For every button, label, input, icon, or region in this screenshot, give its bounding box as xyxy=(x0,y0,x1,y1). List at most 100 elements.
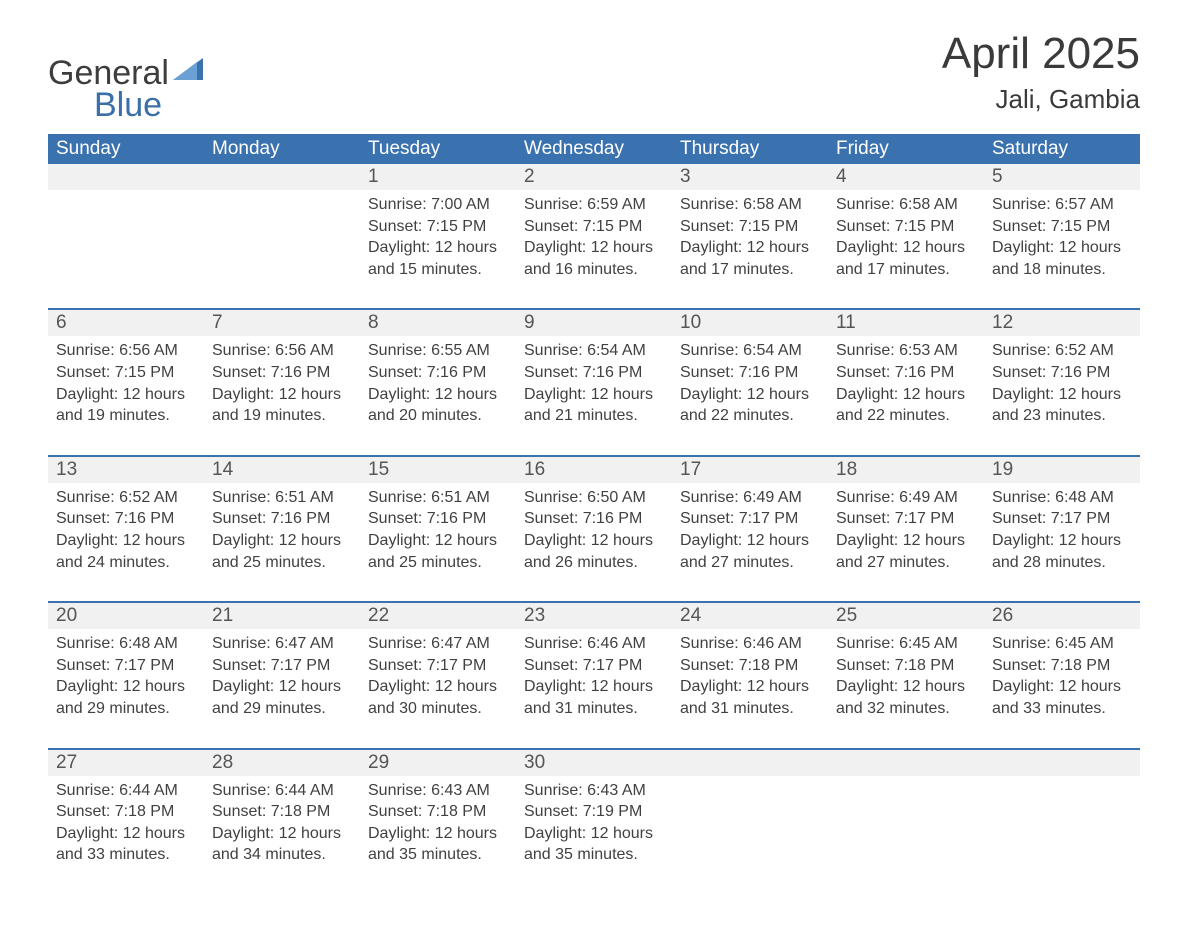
date-number: 10 xyxy=(672,309,828,336)
sunset-text: Sunset: 7:16 PM xyxy=(212,362,352,384)
daylight-text: Daylight: 12 hours and 30 minutes. xyxy=(368,676,508,719)
date-number: 7 xyxy=(204,309,360,336)
day-header: Sunday xyxy=(48,134,204,164)
date-cell: Sunrise: 6:51 AMSunset: 7:16 PMDaylight:… xyxy=(204,483,360,602)
date-cell: Sunrise: 6:47 AMSunset: 7:17 PMDaylight:… xyxy=(360,629,516,748)
sunset-text: Sunset: 7:16 PM xyxy=(524,508,664,530)
date-cell xyxy=(48,190,204,309)
sunrise-text: Sunrise: 6:59 AM xyxy=(524,194,664,216)
daylight-text: Daylight: 12 hours and 17 minutes. xyxy=(836,237,976,280)
date-body-row: Sunrise: 6:52 AMSunset: 7:16 PMDaylight:… xyxy=(48,483,1140,602)
daylight-text: Daylight: 12 hours and 26 minutes. xyxy=(524,530,664,573)
sunset-text: Sunset: 7:16 PM xyxy=(368,362,508,384)
sunrise-text: Sunrise: 6:49 AM xyxy=(836,487,976,509)
date-number: 11 xyxy=(828,309,984,336)
date-number: 29 xyxy=(360,749,516,776)
date-number-row: 6789101112 xyxy=(48,309,1140,336)
date-cell: Sunrise: 6:53 AMSunset: 7:16 PMDaylight:… xyxy=(828,336,984,455)
sunrise-text: Sunrise: 6:44 AM xyxy=(56,780,196,802)
sunset-text: Sunset: 7:15 PM xyxy=(368,216,508,238)
date-cell: Sunrise: 6:46 AMSunset: 7:17 PMDaylight:… xyxy=(516,629,672,748)
date-number xyxy=(828,749,984,776)
sunset-text: Sunset: 7:15 PM xyxy=(524,216,664,238)
date-number: 12 xyxy=(984,309,1140,336)
sunset-text: Sunset: 7:15 PM xyxy=(992,216,1132,238)
sunrise-text: Sunrise: 7:00 AM xyxy=(368,194,508,216)
sunset-text: Sunset: 7:16 PM xyxy=(524,362,664,384)
sunset-text: Sunset: 7:16 PM xyxy=(836,362,976,384)
sunset-text: Sunset: 7:16 PM xyxy=(680,362,820,384)
date-cell: Sunrise: 6:48 AMSunset: 7:17 PMDaylight:… xyxy=(984,483,1140,602)
logo-text-blue: Blue xyxy=(48,88,203,122)
month-title: April 2025 xyxy=(942,30,1140,78)
date-cell: Sunrise: 7:00 AMSunset: 7:15 PMDaylight:… xyxy=(360,190,516,309)
daylight-text: Daylight: 12 hours and 19 minutes. xyxy=(56,384,196,427)
date-number: 25 xyxy=(828,602,984,629)
date-cell: Sunrise: 6:58 AMSunset: 7:15 PMDaylight:… xyxy=(672,190,828,309)
sunset-text: Sunset: 7:17 PM xyxy=(368,655,508,677)
date-cell: Sunrise: 6:51 AMSunset: 7:16 PMDaylight:… xyxy=(360,483,516,602)
date-body-row: Sunrise: 6:48 AMSunset: 7:17 PMDaylight:… xyxy=(48,629,1140,748)
logo-text-general: General xyxy=(48,56,169,90)
sunrise-text: Sunrise: 6:48 AM xyxy=(992,487,1132,509)
sunset-text: Sunset: 7:19 PM xyxy=(524,801,664,823)
date-cell: Sunrise: 6:47 AMSunset: 7:17 PMDaylight:… xyxy=(204,629,360,748)
date-number xyxy=(672,749,828,776)
date-number: 3 xyxy=(672,164,828,190)
date-body-row: Sunrise: 6:56 AMSunset: 7:15 PMDaylight:… xyxy=(48,336,1140,455)
sunrise-text: Sunrise: 6:50 AM xyxy=(524,487,664,509)
sunrise-text: Sunrise: 6:54 AM xyxy=(524,340,664,362)
date-number: 8 xyxy=(360,309,516,336)
sunset-text: Sunset: 7:18 PM xyxy=(680,655,820,677)
daylight-text: Daylight: 12 hours and 21 minutes. xyxy=(524,384,664,427)
daylight-text: Daylight: 12 hours and 25 minutes. xyxy=(368,530,508,573)
flag-icon xyxy=(173,52,203,86)
date-cell: Sunrise: 6:44 AMSunset: 7:18 PMDaylight:… xyxy=(48,776,204,894)
sunset-text: Sunset: 7:16 PM xyxy=(368,508,508,530)
sunset-text: Sunset: 7:18 PM xyxy=(212,801,352,823)
date-cell: Sunrise: 6:49 AMSunset: 7:17 PMDaylight:… xyxy=(672,483,828,602)
sunrise-text: Sunrise: 6:58 AM xyxy=(836,194,976,216)
date-cell xyxy=(828,776,984,894)
sunset-text: Sunset: 7:18 PM xyxy=(56,801,196,823)
daylight-text: Daylight: 12 hours and 17 minutes. xyxy=(680,237,820,280)
sunrise-text: Sunrise: 6:56 AM xyxy=(56,340,196,362)
sunrise-text: Sunrise: 6:51 AM xyxy=(212,487,352,509)
sunset-text: Sunset: 7:17 PM xyxy=(56,655,196,677)
day-header: Friday xyxy=(828,134,984,164)
date-body-row: Sunrise: 7:00 AMSunset: 7:15 PMDaylight:… xyxy=(48,190,1140,309)
daylight-text: Daylight: 12 hours and 27 minutes. xyxy=(680,530,820,573)
date-cell: Sunrise: 6:46 AMSunset: 7:18 PMDaylight:… xyxy=(672,629,828,748)
daylight-text: Daylight: 12 hours and 18 minutes. xyxy=(992,237,1132,280)
date-number: 5 xyxy=(984,164,1140,190)
location-label: Jali, Gambia xyxy=(942,84,1140,115)
date-cell: Sunrise: 6:56 AMSunset: 7:16 PMDaylight:… xyxy=(204,336,360,455)
sunrise-text: Sunrise: 6:46 AM xyxy=(680,633,820,655)
date-number xyxy=(984,749,1140,776)
date-cell: Sunrise: 6:52 AMSunset: 7:16 PMDaylight:… xyxy=(48,483,204,602)
sunset-text: Sunset: 7:15 PM xyxy=(680,216,820,238)
sunrise-text: Sunrise: 6:53 AM xyxy=(836,340,976,362)
date-cell: Sunrise: 6:54 AMSunset: 7:16 PMDaylight:… xyxy=(672,336,828,455)
daylight-text: Daylight: 12 hours and 33 minutes. xyxy=(992,676,1132,719)
daylight-text: Daylight: 12 hours and 16 minutes. xyxy=(524,237,664,280)
date-number: 26 xyxy=(984,602,1140,629)
daylight-text: Daylight: 12 hours and 22 minutes. xyxy=(836,384,976,427)
daylight-text: Daylight: 12 hours and 15 minutes. xyxy=(368,237,508,280)
date-body-row: Sunrise: 6:44 AMSunset: 7:18 PMDaylight:… xyxy=(48,776,1140,894)
date-number: 27 xyxy=(48,749,204,776)
daylight-text: Daylight: 12 hours and 33 minutes. xyxy=(56,823,196,866)
sunset-text: Sunset: 7:17 PM xyxy=(212,655,352,677)
date-number: 15 xyxy=(360,456,516,483)
daylight-text: Daylight: 12 hours and 35 minutes. xyxy=(524,823,664,866)
sunset-text: Sunset: 7:15 PM xyxy=(836,216,976,238)
sunrise-text: Sunrise: 6:47 AM xyxy=(368,633,508,655)
sunset-text: Sunset: 7:18 PM xyxy=(836,655,976,677)
sunset-text: Sunset: 7:17 PM xyxy=(524,655,664,677)
sunrise-text: Sunrise: 6:58 AM xyxy=(680,194,820,216)
date-number: 14 xyxy=(204,456,360,483)
date-number-row: 13141516171819 xyxy=(48,456,1140,483)
date-cell: Sunrise: 6:44 AMSunset: 7:18 PMDaylight:… xyxy=(204,776,360,894)
date-cell: Sunrise: 6:58 AMSunset: 7:15 PMDaylight:… xyxy=(828,190,984,309)
sunrise-text: Sunrise: 6:43 AM xyxy=(524,780,664,802)
